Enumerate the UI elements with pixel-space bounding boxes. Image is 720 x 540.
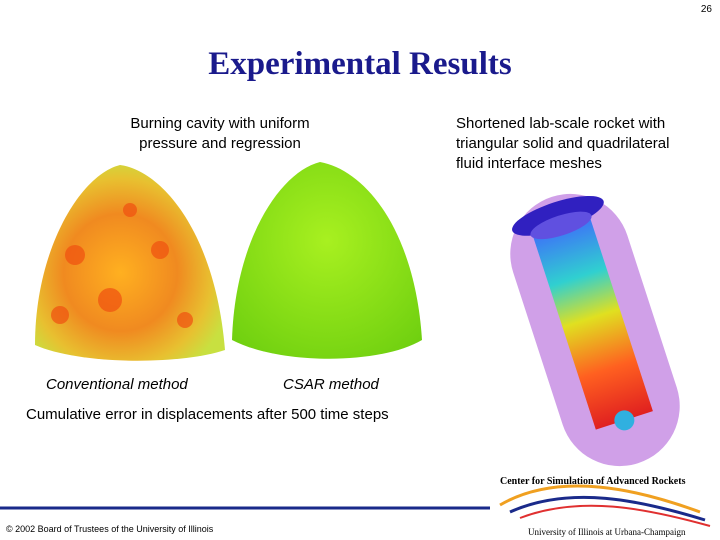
caption-line: triangular solid and quadrilateral: [456, 135, 670, 152]
caption-line: fluid interface meshes: [456, 155, 602, 172]
caption-line: Burning cavity with uniform: [130, 115, 310, 132]
left-caption: Burning cavity with uniform pressure and…: [80, 114, 360, 154]
csar-dome: [232, 162, 422, 359]
logo-swoosh: [509, 495, 706, 522]
conventional-dome: [35, 165, 225, 361]
logo-center: Center for Simulation of Advanced Rocket…: [500, 476, 686, 487]
page-number: 26: [700, 4, 712, 15]
slide-title: Experimental Results: [208, 46, 512, 82]
caption-line: Shortened lab-scale rocket with: [456, 115, 666, 132]
logo-university: University of Illinois at Urbana-Champai…: [528, 527, 686, 537]
copyright: © 2002 Board of Trustees of the Universi…: [6, 524, 214, 534]
rocket-model: [510, 193, 680, 467]
image-label: Conventional method: [46, 376, 188, 393]
hot-spots: [51, 203, 193, 328]
logo-swoosh: [499, 484, 701, 514]
right-caption: Shortened lab-scale rocket with triangul…: [456, 114, 669, 174]
image-label: CSAR method: [283, 376, 379, 393]
caption-line: pressure and regression: [139, 135, 301, 152]
bottom-caption: Cumulative error in displacements after …: [26, 406, 389, 423]
logo-swoosh: [519, 504, 711, 527]
